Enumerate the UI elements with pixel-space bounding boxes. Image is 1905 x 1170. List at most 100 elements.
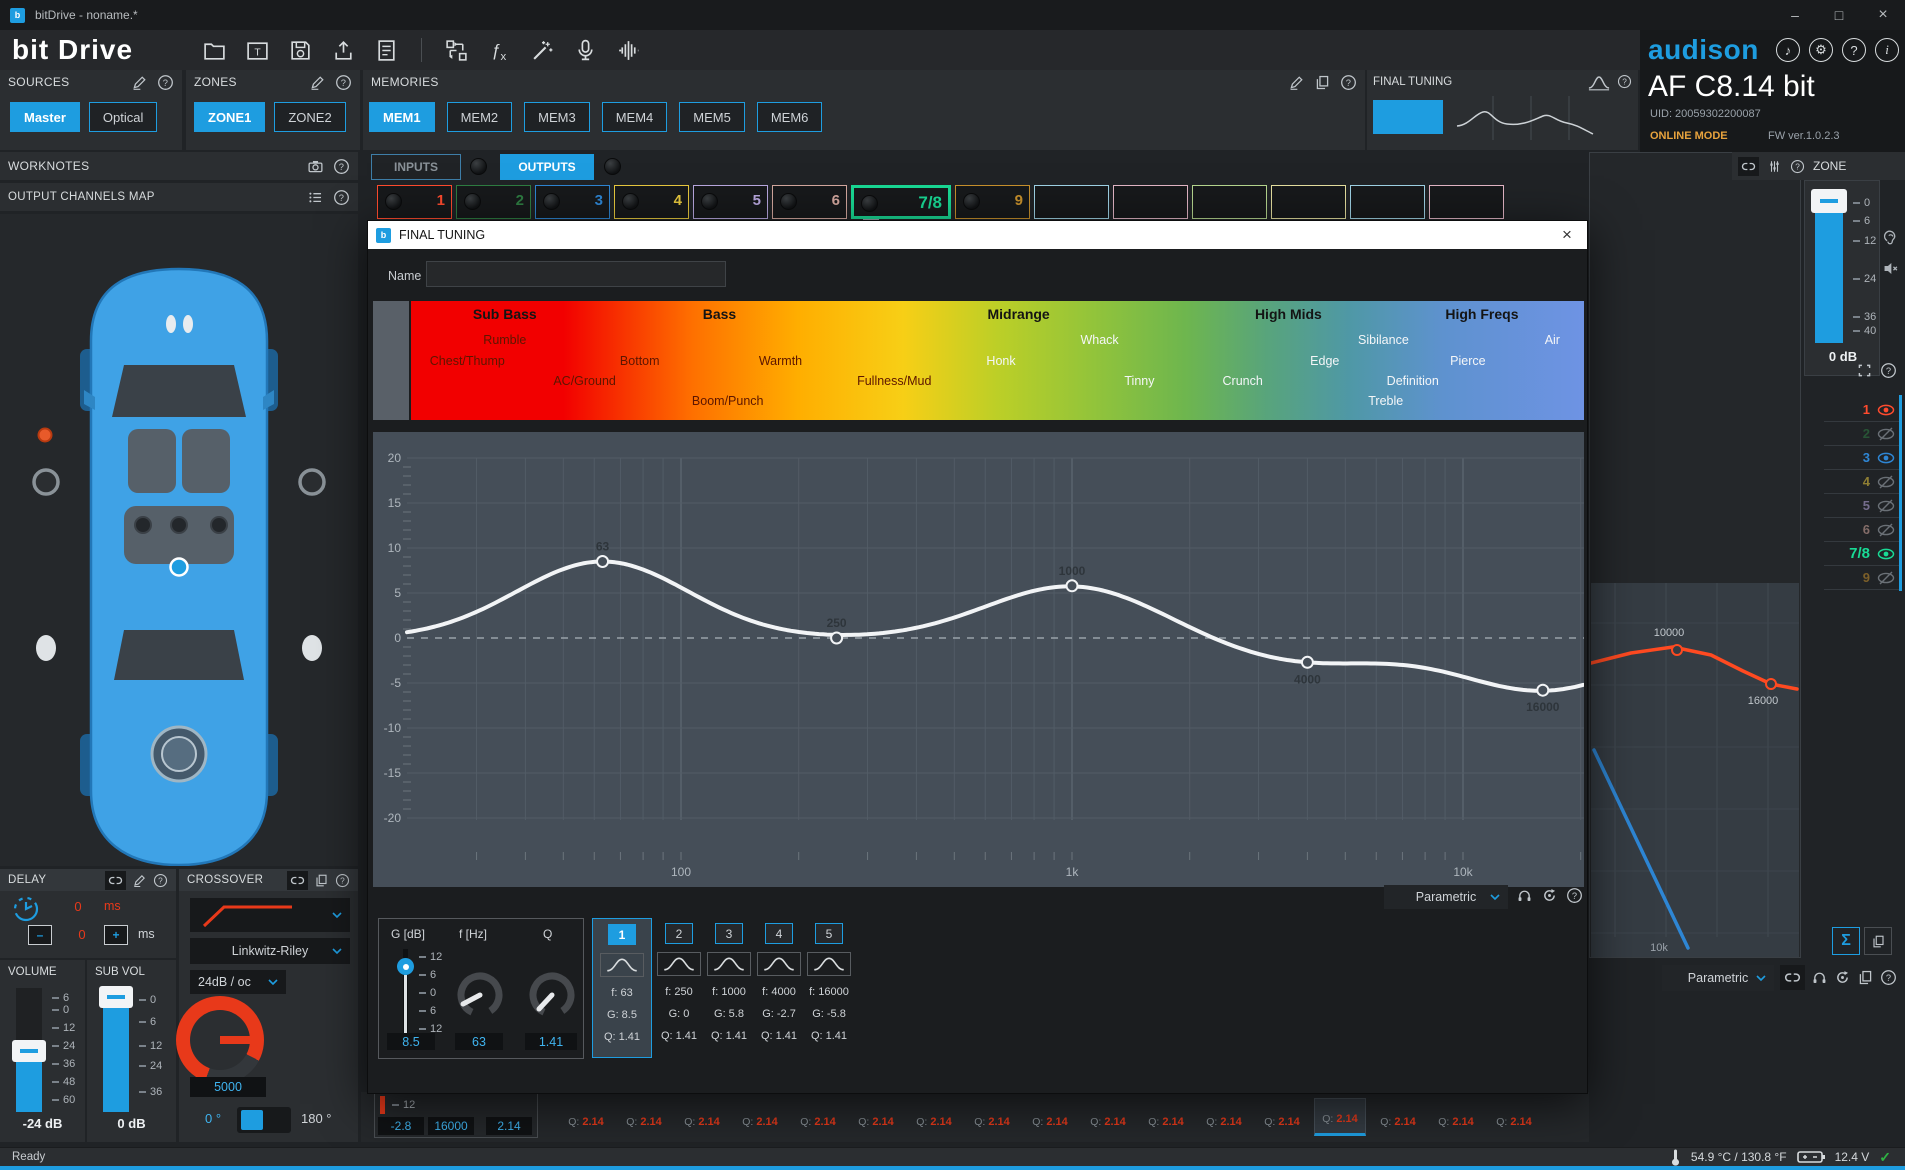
open-template-icon[interactable]: T xyxy=(245,38,270,63)
subvol-slider-handle[interactable] xyxy=(99,986,133,1008)
eye-hidden-icon[interactable] xyxy=(1876,472,1896,492)
bell-filter-icon[interactable] xyxy=(807,952,851,976)
help-icon[interactable] xyxy=(333,189,350,206)
channel-visibility-row-1[interactable]: 1 xyxy=(1824,398,1900,422)
mute-speaker-icon[interactable] xyxy=(1882,260,1899,277)
mixer-sliders-icon[interactable] xyxy=(1767,159,1782,174)
bell-filter-icon[interactable] xyxy=(600,953,644,977)
eye-visible-icon[interactable] xyxy=(1876,544,1896,564)
eq-point-4000[interactable] xyxy=(1300,655,1314,669)
help-icon[interactable]: ? xyxy=(1842,38,1866,62)
bell-filter-icon[interactable] xyxy=(707,952,751,976)
eye-hidden-icon[interactable] xyxy=(1876,568,1896,588)
camera-snapshot-icon[interactable] xyxy=(307,158,324,175)
right-filter-type-dropdown[interactable]: Parametric xyxy=(1662,965,1774,991)
dialog-titlebar[interactable]: b FINAL TUNING × xyxy=(368,221,1587,249)
crossover-frequency-knob[interactable] xyxy=(176,996,264,1084)
channel-visibility-row-4[interactable]: 4 xyxy=(1824,470,1900,494)
eq-point-16000[interactable] xyxy=(1536,683,1550,697)
help-icon[interactable] xyxy=(1790,159,1805,174)
help-icon[interactable] xyxy=(1617,74,1632,89)
band-number[interactable]: 5 xyxy=(815,923,843,944)
io-tab-inputs[interactable]: INPUTS xyxy=(371,154,461,180)
channel-empty-box[interactable] xyxy=(1113,185,1188,226)
copy-icon[interactable] xyxy=(314,873,329,888)
channel-2-box[interactable]: 2 xyxy=(456,185,531,226)
channel-empty-box[interactable] xyxy=(1034,185,1109,226)
crossover-frequency-value[interactable]: 5000 xyxy=(190,1077,266,1097)
info-icon[interactable]: i xyxy=(1875,38,1899,62)
gain-value[interactable]: 8.5 xyxy=(387,1033,435,1050)
channel-3-box[interactable]: 3 xyxy=(535,185,610,226)
headphones-preview-icon[interactable] xyxy=(1811,969,1828,986)
link-icon[interactable] xyxy=(290,873,305,888)
delay-plus-button[interactable]: + xyxy=(104,925,128,945)
help-icon[interactable] xyxy=(1340,74,1357,91)
crossover-slope-dropdown[interactable]: 24dB / oc xyxy=(190,970,286,994)
detach-graph-button[interactable] xyxy=(1864,927,1892,955)
channel-5-box[interactable]: 5 xyxy=(693,185,768,226)
eq-point-1000[interactable] xyxy=(1065,579,1079,593)
link-icon[interactable] xyxy=(1784,969,1801,986)
mem6-button[interactable]: MEM6 xyxy=(756,102,823,132)
q-knob[interactable] xyxy=(529,972,575,1018)
edit-pencil-icon[interactable] xyxy=(131,74,148,91)
master-button[interactable]: Master xyxy=(10,102,80,132)
close-icon[interactable]: × xyxy=(1878,6,1888,23)
eq-point-63[interactable] xyxy=(596,555,610,568)
band-1-column[interactable]: 1 f: 63 G: 8.5 Q: 1.41 xyxy=(592,918,652,1058)
volume-slider-handle[interactable] xyxy=(12,1040,46,1062)
delay-minus-button[interactable]: – xyxy=(28,925,52,945)
frequency-band-strip[interactable]: Sub Bass Bass Midrange High Mids High Freqs R… xyxy=(411,301,1584,420)
settings-gear-icon[interactable]: ⚙ xyxy=(1809,38,1833,62)
channel-visibility-row-9[interactable]: 9 xyxy=(1824,566,1900,590)
link-icon[interactable] xyxy=(1741,159,1756,174)
edit-pencil-icon[interactable] xyxy=(1288,74,1305,91)
maximize-icon[interactable]: □ xyxy=(1834,7,1844,23)
eye-hidden-icon[interactable] xyxy=(1876,496,1896,516)
zone2-button[interactable]: ZONE2 xyxy=(274,102,346,132)
analyzer-icon[interactable] xyxy=(616,38,641,63)
crossover-filter-shape-dropdown[interactable] xyxy=(190,898,350,932)
dialog-close-icon[interactable]: × xyxy=(1562,225,1572,244)
bell-filter-icon[interactable] xyxy=(757,952,801,976)
crossover-type-dropdown[interactable]: Linkwitz-Riley xyxy=(190,938,350,964)
bell-filter-icon[interactable] xyxy=(657,952,701,976)
band-5-column[interactable]: 5 f: 16000 G: -5.8 Q: 1.41 xyxy=(806,918,852,1048)
band-4-column[interactable]: 4 f: 4000 G: -2.7 Q: 1.41 xyxy=(756,918,802,1048)
channel-visibility-row-5[interactable]: 5 xyxy=(1824,494,1900,518)
listening-ear-icon[interactable] xyxy=(1882,228,1899,245)
preset-name-input[interactable] xyxy=(426,261,726,287)
zone1-button[interactable]: ZONE1 xyxy=(194,102,266,132)
help-icon[interactable] xyxy=(335,873,350,888)
help-icon[interactable] xyxy=(333,158,350,175)
link-icon[interactable] xyxy=(108,873,123,888)
channel-empty-box[interactable] xyxy=(1350,185,1425,226)
channel-list-icon[interactable] xyxy=(307,189,324,206)
eye-hidden-icon[interactable] xyxy=(1876,424,1896,444)
wizard-icon[interactable] xyxy=(530,38,555,63)
microphone-icon[interactable] xyxy=(573,38,598,63)
help-icon[interactable] xyxy=(1880,969,1897,986)
channel-6-box[interactable]: 6 xyxy=(772,185,847,226)
export-icon[interactable] xyxy=(331,38,356,63)
headphones-preview-icon[interactable] xyxy=(1516,887,1533,904)
help-icon[interactable] xyxy=(157,74,174,91)
reset-icon[interactable] xyxy=(1541,887,1558,904)
band-number[interactable]: 3 xyxy=(715,923,743,944)
channel-visibility-row-3[interactable]: 3 xyxy=(1824,446,1900,470)
eq-graph[interactable]: 20 15 10 5 0 -5 -10 -15 -20 100 1k 10k 63 250 1000 4000… xyxy=(373,432,1585,887)
phase-toggle[interactable] xyxy=(237,1107,291,1133)
zone-fader-handle[interactable] xyxy=(1811,189,1847,213)
channel-9-box[interactable]: 9 xyxy=(955,185,1030,226)
eye-visible-icon[interactable] xyxy=(1876,448,1896,468)
mem4-button[interactable]: MEM4 xyxy=(601,102,668,132)
channel-empty-box[interactable] xyxy=(1271,185,1346,226)
copy-icon[interactable] xyxy=(1314,74,1331,91)
channel-7-8-box[interactable]: 7/8 xyxy=(851,185,951,224)
report-icon[interactable] xyxy=(374,38,399,63)
help-icon[interactable] xyxy=(153,873,168,888)
band-2-column[interactable]: 2 f: 250 G: 0 Q: 1.41 xyxy=(656,918,702,1048)
channel-visibility-row-7-8[interactable]: 7/8 xyxy=(1824,542,1900,566)
